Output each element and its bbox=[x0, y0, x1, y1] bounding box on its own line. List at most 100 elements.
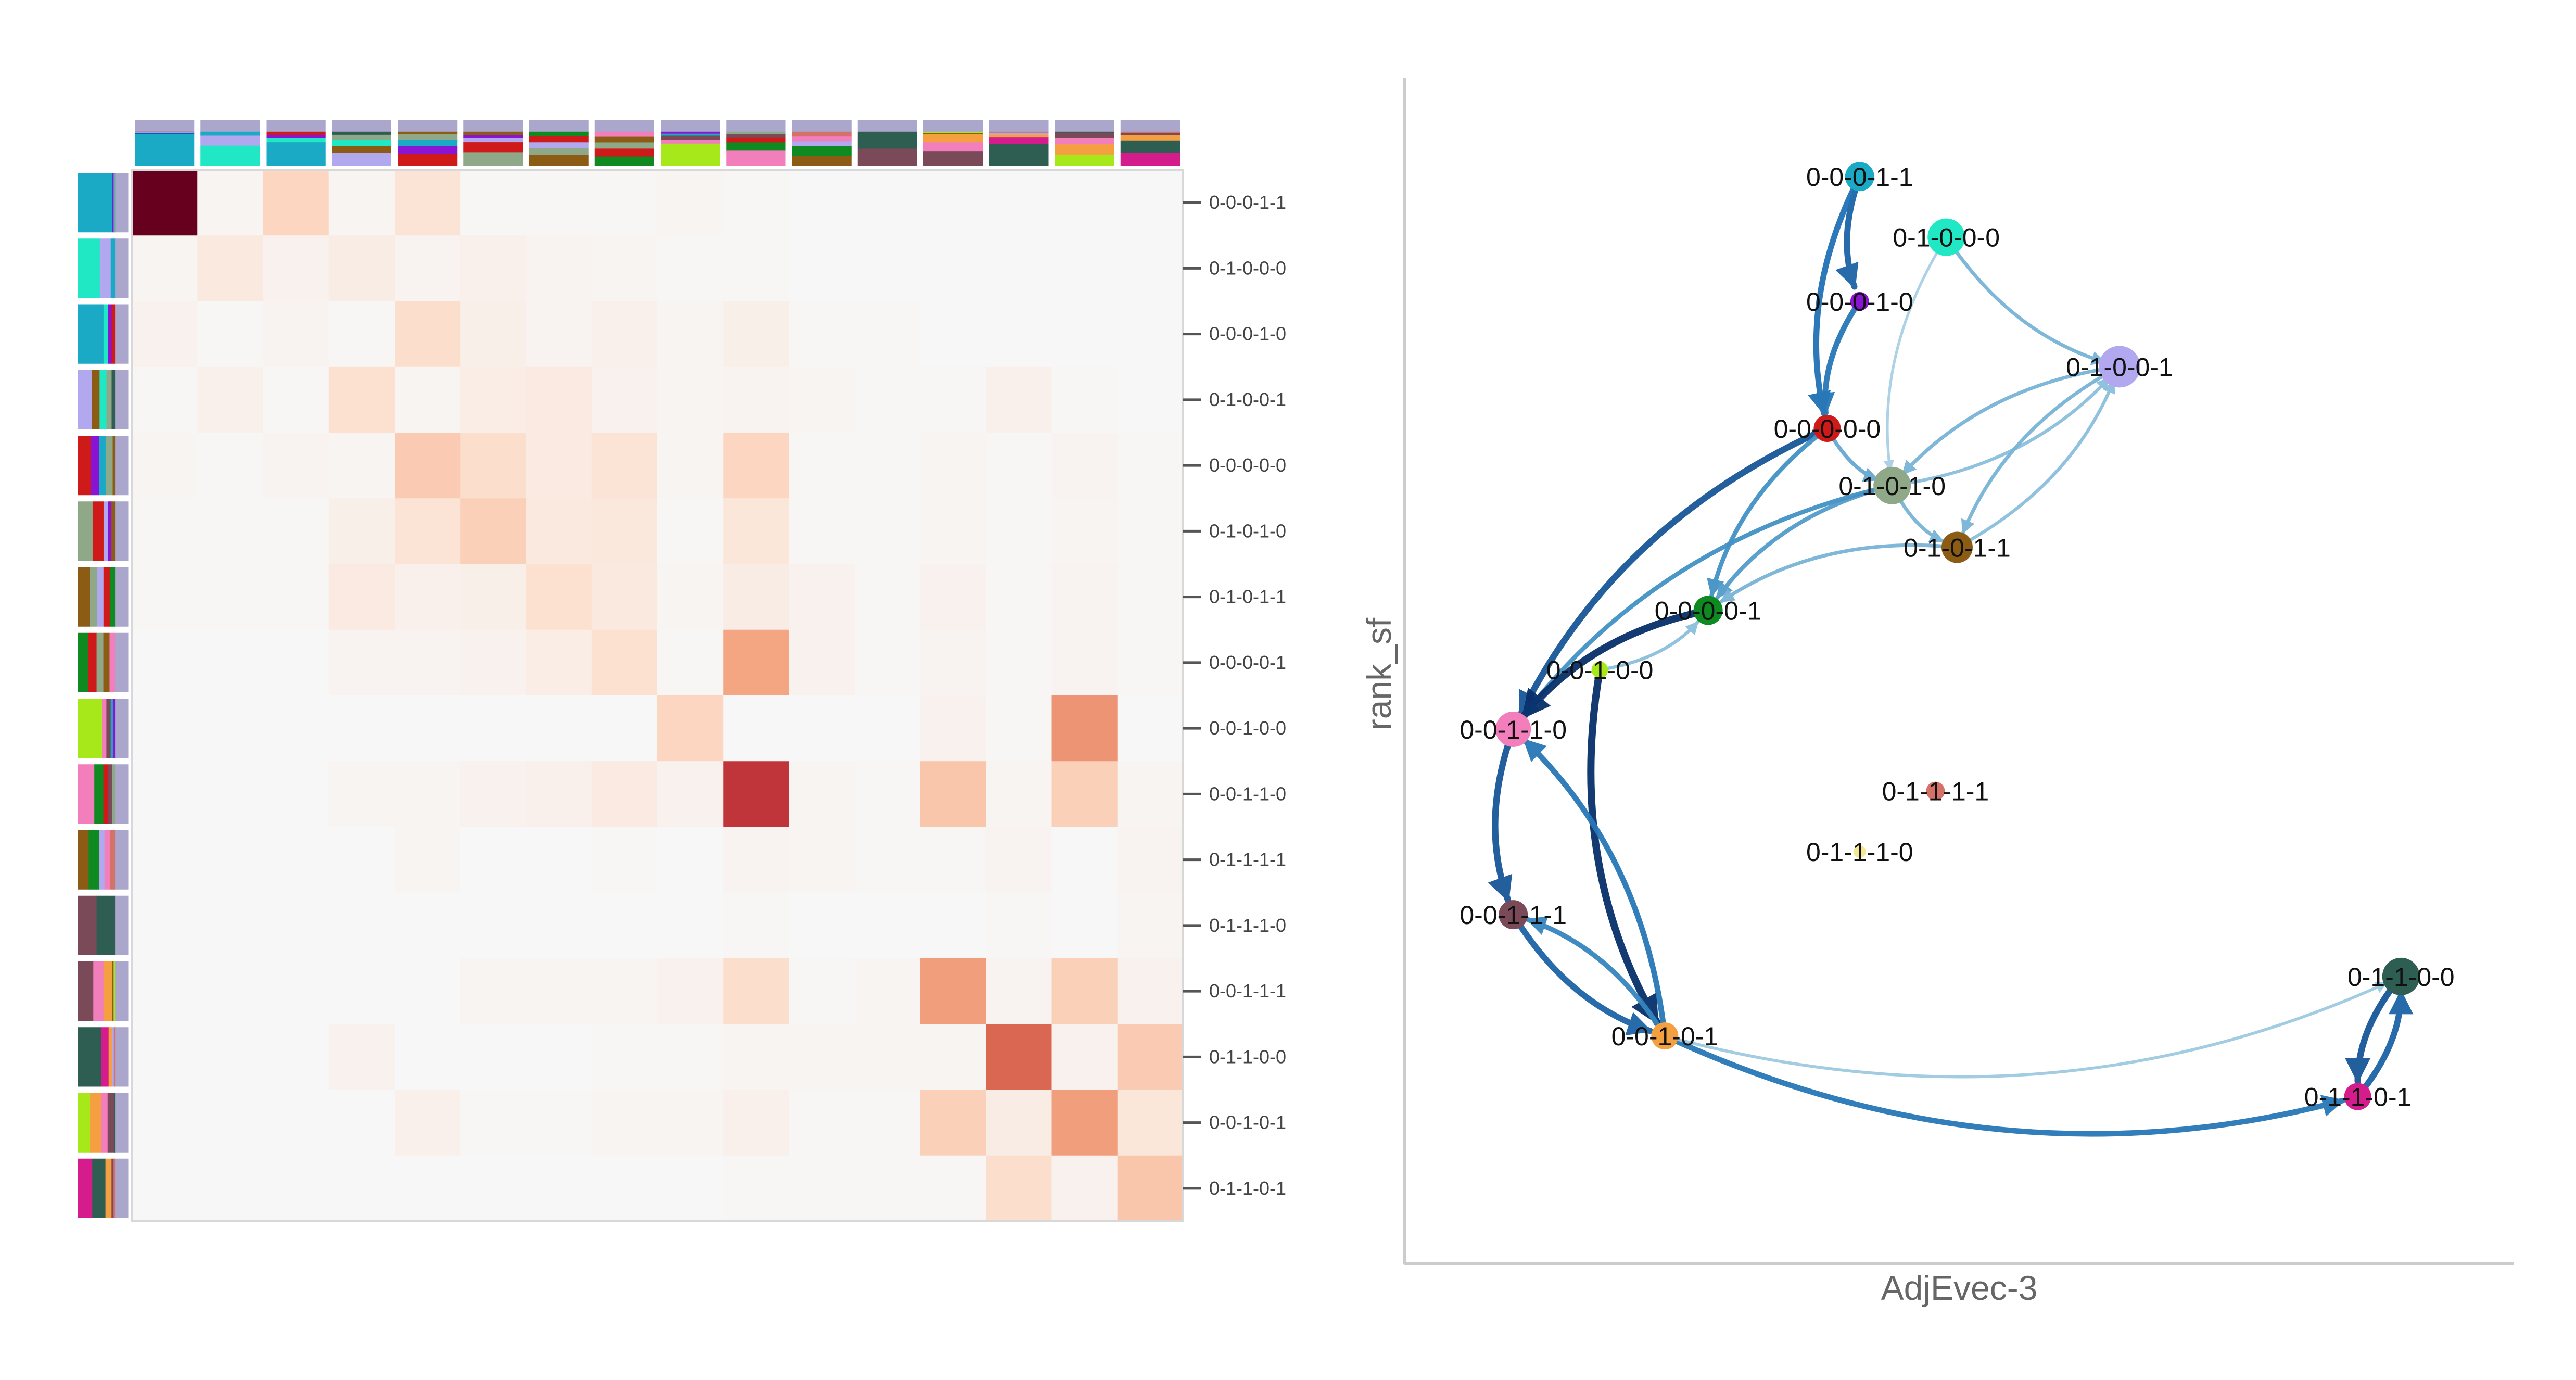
heatmap-cell bbox=[854, 695, 921, 762]
heatmap-cell bbox=[789, 827, 855, 893]
network-node bbox=[1693, 596, 1723, 625]
heatmap-cell bbox=[460, 564, 526, 630]
column-annotation-segment bbox=[661, 131, 720, 134]
row-annotation-segment bbox=[115, 895, 129, 955]
x-axis-label: AdjEvec-3 bbox=[1881, 1269, 2038, 1307]
column-annotation-segment bbox=[1120, 120, 1180, 132]
column-annotation-segment bbox=[398, 146, 458, 155]
heatmap-cell bbox=[197, 958, 263, 1024]
heatmap-cell bbox=[328, 629, 395, 696]
heatmap-cell bbox=[132, 892, 198, 959]
heatmap-cell bbox=[657, 366, 724, 433]
heatmap-cell bbox=[460, 1155, 526, 1222]
column-annotation-segment bbox=[529, 136, 589, 143]
heatmap-cell bbox=[591, 301, 658, 368]
heatmap-cell bbox=[1051, 235, 1118, 301]
network-edge bbox=[1707, 426, 1830, 598]
heatmap-cell bbox=[395, 761, 461, 827]
heatmap-cell bbox=[526, 958, 592, 1024]
heatmap-cell bbox=[657, 958, 724, 1024]
heatmap-cell bbox=[1051, 958, 1118, 1024]
network-node-label: 0-1-1-0-1 bbox=[2304, 1083, 2412, 1112]
heatmap-row-label: 0-0-0-1-1 bbox=[1209, 192, 1286, 213]
column-annotation-segment bbox=[266, 134, 326, 138]
row-annotation-segment bbox=[106, 699, 111, 758]
network-edge bbox=[1525, 916, 1668, 1039]
row-annotation-segment bbox=[90, 1093, 102, 1153]
column-annotation-segment bbox=[661, 135, 720, 140]
network-node-label: 0-1-1-1-0 bbox=[1806, 838, 1913, 867]
network-node bbox=[1853, 845, 1866, 858]
heatmap-cell bbox=[132, 629, 198, 696]
heatmap-cell bbox=[328, 433, 395, 499]
heatmap-cell bbox=[854, 629, 921, 696]
network-edge bbox=[1488, 726, 1517, 904]
heatmap-row-ticks: 0-0-0-1-1 0-1-0-0-0 0-0-0-1-0 0-1-0-0-1 0-0-… bbox=[1183, 192, 1286, 1199]
column-annotation-segment bbox=[726, 150, 786, 166]
row-annotation-segment bbox=[111, 1158, 114, 1218]
heatmap-cell bbox=[789, 301, 855, 368]
row-annotation-segment bbox=[108, 501, 112, 561]
row-annotation-segment bbox=[115, 238, 129, 298]
network-node-label: 0-0-1-0-1 bbox=[1611, 1022, 1719, 1051]
network-node-label: 0-0-1-0-0 bbox=[1546, 656, 1654, 685]
network-edge bbox=[1883, 236, 1948, 472]
network-edges bbox=[1488, 173, 2414, 1137]
heatmap-cell bbox=[526, 761, 592, 827]
heatmap-cell bbox=[1051, 1155, 1118, 1222]
row-annotation-segment bbox=[101, 1027, 109, 1087]
heatmap-cell bbox=[986, 1024, 1052, 1090]
column-annotation-segment bbox=[792, 156, 852, 166]
network-panel: AdjEvec-3 rank_sf 0-0-0-1-10-1-0-0-00-0-… bbox=[1360, 78, 2514, 1307]
heatmap-cell bbox=[789, 564, 855, 630]
heatmap-cell bbox=[789, 170, 855, 236]
row-annotation-segment bbox=[78, 764, 95, 824]
heatmap-cell bbox=[1117, 1155, 1184, 1222]
heatmap-cell bbox=[1117, 629, 1184, 696]
column-annotation-segment bbox=[989, 144, 1049, 166]
column-annotation-segment bbox=[661, 140, 720, 144]
heatmap-cell bbox=[986, 498, 1052, 564]
column-annotation-segment bbox=[463, 135, 523, 139]
heatmap-cell bbox=[460, 433, 526, 499]
network-edge bbox=[1955, 379, 2115, 549]
heatmap-cell bbox=[854, 301, 921, 368]
network-edge bbox=[1521, 737, 1668, 1039]
column-annotation-segment bbox=[200, 120, 260, 132]
heatmap-cell bbox=[854, 366, 921, 433]
heatmap-cell bbox=[263, 1024, 329, 1090]
heatmap-cell bbox=[328, 235, 395, 301]
row-annotation-segment bbox=[103, 304, 109, 364]
heatmap-cell bbox=[920, 235, 986, 301]
heatmap-cell bbox=[526, 1090, 592, 1156]
column-annotation-segment bbox=[989, 132, 1049, 135]
row-annotation-segment bbox=[115, 304, 129, 364]
heatmap-row-label: 0-0-1-0-0 bbox=[1209, 717, 1286, 739]
heatmap-cell bbox=[526, 695, 592, 762]
heatmap-cell bbox=[395, 433, 461, 499]
row-annotation-segment bbox=[110, 238, 116, 298]
column-annotation-segment bbox=[266, 138, 326, 143]
row-annotation-segment bbox=[105, 1158, 112, 1218]
heatmap-cell bbox=[723, 498, 789, 564]
heatmap-cell bbox=[328, 761, 395, 827]
network-node bbox=[1651, 1022, 1679, 1050]
heatmap-cell bbox=[591, 564, 658, 630]
heatmap-cell bbox=[657, 1090, 724, 1156]
row-annotation-segment bbox=[112, 436, 116, 496]
heatmap-cell bbox=[591, 433, 658, 499]
row-annotation-segment bbox=[111, 1027, 115, 1087]
column-annotation-segment bbox=[661, 143, 720, 166]
heatmap-cell bbox=[328, 827, 395, 893]
heatmap-cell bbox=[986, 1155, 1052, 1222]
heatmap-cell bbox=[132, 958, 198, 1024]
heatmap-cell bbox=[197, 695, 263, 762]
heatmap-cell bbox=[657, 1155, 724, 1222]
heatmap-cell bbox=[591, 1155, 658, 1222]
heatmap-cell bbox=[986, 629, 1052, 696]
column-annotation-segment bbox=[135, 131, 195, 133]
column-annotation-segment bbox=[594, 148, 654, 157]
heatmap-cell bbox=[263, 301, 329, 368]
heatmap-cell bbox=[1117, 170, 1184, 236]
network-edge bbox=[1901, 364, 2122, 476]
